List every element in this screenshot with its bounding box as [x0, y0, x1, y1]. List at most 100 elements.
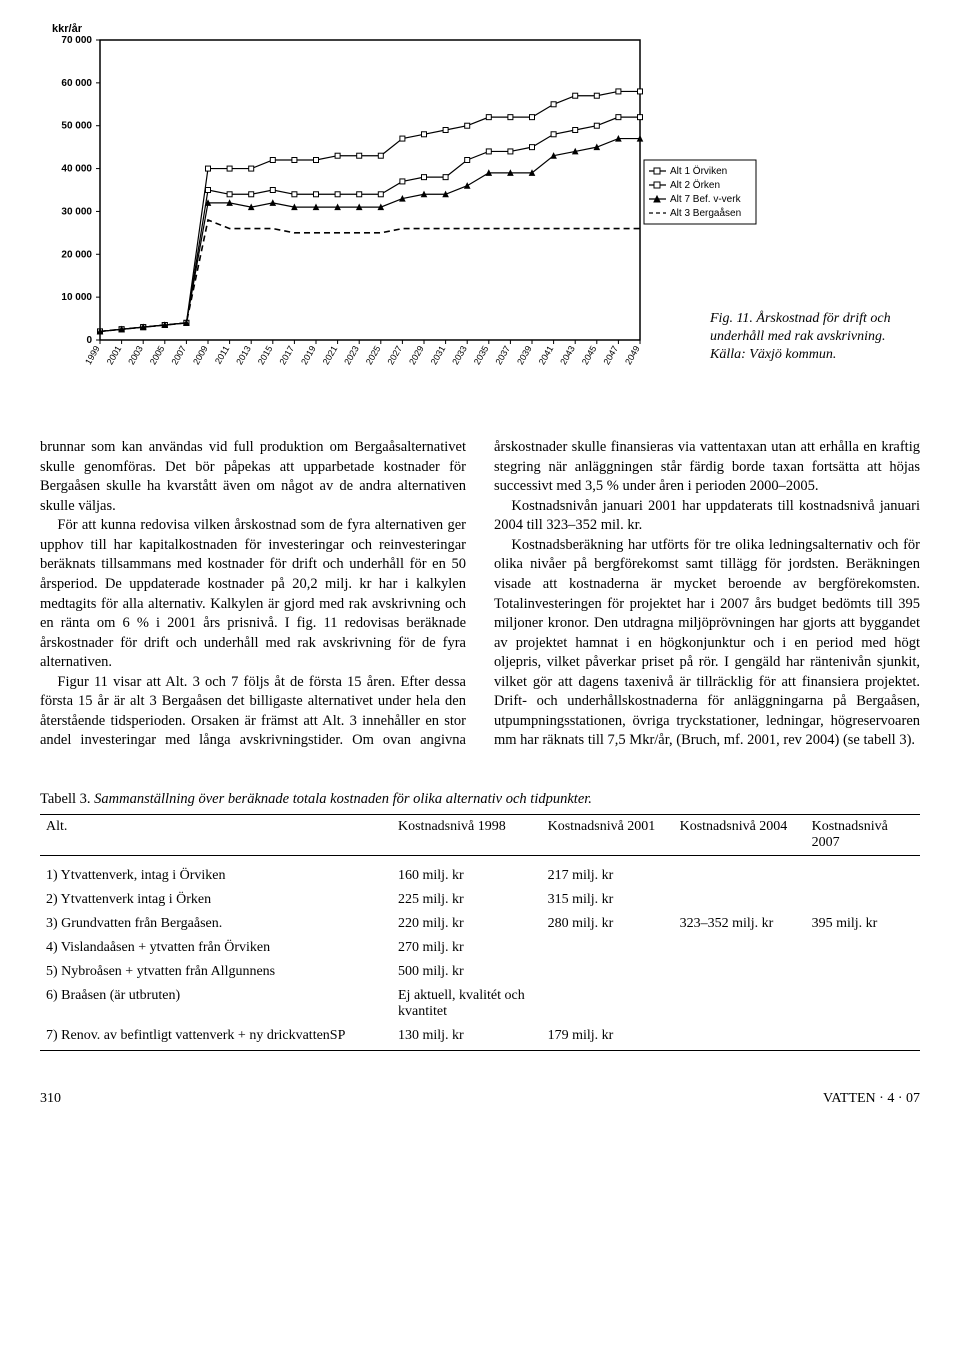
table-cell: [806, 1024, 920, 1051]
svg-text:2011: 2011: [213, 344, 231, 366]
table-cell: [806, 888, 920, 912]
svg-text:0: 0: [86, 335, 92, 346]
svg-text:10 000: 10 000: [61, 292, 92, 303]
body-text: brunnar som kan användas vid full produk…: [40, 438, 920, 751]
table-cell: 315 milj. kr: [542, 888, 674, 912]
page-footer: 310 VATTEN · 4 · 07: [40, 1091, 920, 1107]
svg-text:2005: 2005: [148, 344, 167, 366]
svg-text:Alt 3 Bergaåsen: Alt 3 Bergaåsen: [670, 207, 741, 219]
para-1: brunnar som kan användas vid full produk…: [40, 438, 466, 516]
svg-text:2029: 2029: [407, 344, 426, 366]
table-cell: 179 milj. kr: [542, 1024, 674, 1051]
table-cell: [542, 936, 674, 960]
figure-row: kkr/år 0 10 000 20 000 30 000 40 000 50 000 60 …: [40, 20, 920, 390]
svg-text:2043: 2043: [558, 344, 577, 366]
table-cell: 220 milj. kr: [392, 912, 542, 936]
table-cell: [674, 984, 806, 1024]
svg-text:50 000: 50 000: [61, 121, 92, 132]
table-cell: [806, 864, 920, 888]
para-2: För att kunna redovisa vilken årskostnad…: [40, 516, 466, 673]
journal-id: VATTEN · 4 · 07: [823, 1091, 920, 1107]
table-3: Alt.Kostnadsnivå 1998Kostnadsnivå 2001Ko…: [40, 814, 920, 1051]
svg-text:2009: 2009: [191, 344, 210, 366]
svg-text:2041: 2041: [537, 344, 556, 366]
svg-text:30 000: 30 000: [61, 206, 92, 217]
table-cell: [806, 936, 920, 960]
table-header: Kostnadsnivå 1998: [392, 815, 542, 856]
svg-text:2025: 2025: [364, 344, 383, 366]
chart-svg: kkr/år 0 10 000 20 000 30 000 40 000 50 000 60 …: [40, 20, 760, 390]
table-caption-body: Sammanställning över beräknade totala ko…: [94, 791, 592, 807]
table-cell: [542, 984, 674, 1024]
table-cell: [674, 864, 806, 888]
table-cell: 6) Braåsen (är utbruten): [40, 984, 392, 1024]
svg-text:2027: 2027: [385, 344, 404, 366]
svg-text:2035: 2035: [472, 344, 491, 366]
table-header: Kostnadsnivå 2007: [806, 815, 920, 856]
svg-text:Alt 1 Örviken: Alt 1 Örviken: [670, 165, 727, 177]
table-cell: 7) Renov. av befintligt vattenverk + ny …: [40, 1024, 392, 1051]
table-row: 1) Ytvattenverk, intag i Örviken160 milj…: [40, 864, 920, 888]
table-header: Kostnadsnivå 2001: [542, 815, 674, 856]
table-caption-prefix: Tabell 3.: [40, 791, 94, 807]
table-cell: 130 milj. kr: [392, 1024, 542, 1051]
table-cell: 160 milj. kr: [392, 864, 542, 888]
table-row: 3) Grundvatten från Bergaåsen.220 milj. …: [40, 912, 920, 936]
table-cell: 3) Grundvatten från Bergaåsen.: [40, 912, 392, 936]
svg-text:2039: 2039: [515, 344, 534, 366]
table-caption: Tabell 3. Sammanställning över beräknade…: [40, 791, 920, 808]
svg-text:kkr/år: kkr/år: [52, 23, 83, 35]
svg-text:2037: 2037: [493, 344, 512, 366]
page-number: 310: [40, 1091, 61, 1107]
table-row: 2) Ytvattenverk intag i Örken225 milj. k…: [40, 888, 920, 912]
table-cell: [806, 984, 920, 1024]
table-cell: 5) Nybroåsen + ytvatten från Allgunnens: [40, 960, 392, 984]
table-cell: [674, 888, 806, 912]
svg-text:Alt 2 Örken: Alt 2 Örken: [670, 179, 720, 191]
svg-text:40 000: 40 000: [61, 164, 92, 175]
svg-text:2023: 2023: [342, 344, 361, 366]
table-cell: 4) Vislandaåsen + ytvatten från Örviken: [40, 936, 392, 960]
svg-text:70 000: 70 000: [61, 35, 92, 46]
table-cell: 2) Ytvattenverk intag i Örken: [40, 888, 392, 912]
table-cell: Ej aktuell, kvalitét och kvantitet: [392, 984, 542, 1024]
table-cell: 280 milj. kr: [542, 912, 674, 936]
table-cell: [542, 960, 674, 984]
svg-text:2017: 2017: [277, 344, 296, 366]
para-5: Kostnadsberäkning har utförts för tre ol…: [494, 536, 920, 751]
table-cell: [674, 936, 806, 960]
table-row: 4) Vislandaåsen + ytvatten från Örviken2…: [40, 936, 920, 960]
svg-text:2047: 2047: [601, 344, 620, 366]
svg-text:2049: 2049: [623, 344, 642, 366]
table-cell: 1) Ytvattenverk, intag i Örviken: [40, 864, 392, 888]
table-cell: 500 milj. kr: [392, 960, 542, 984]
table-row: 7) Renov. av befintligt vattenverk + ny …: [40, 1024, 920, 1051]
svg-text:2019: 2019: [299, 344, 318, 366]
table-header: Kostnadsnivå 2004: [674, 815, 806, 856]
table-cell: [674, 960, 806, 984]
svg-text:2021: 2021: [321, 344, 340, 366]
svg-text:20 000: 20 000: [61, 249, 92, 260]
svg-text:2045: 2045: [580, 344, 599, 366]
table-header: Alt.: [40, 815, 392, 856]
table-row: 6) Braåsen (är utbruten)Ej aktuell, kval…: [40, 984, 920, 1024]
table-cell: 217 milj. kr: [542, 864, 674, 888]
table-cell: 323–352 milj. kr: [674, 912, 806, 936]
svg-text:2001: 2001: [105, 344, 124, 366]
svg-text:2033: 2033: [450, 344, 469, 366]
svg-text:Alt 7 Bef. v-verk: Alt 7 Bef. v-verk: [670, 194, 742, 205]
table-cell: 270 milj. kr: [392, 936, 542, 960]
svg-text:2013: 2013: [234, 344, 253, 366]
para-4: Kostnadsnivån januari 2001 har uppdatera…: [494, 497, 920, 536]
table-cell: [674, 1024, 806, 1051]
table-cell: [806, 960, 920, 984]
svg-text:2007: 2007: [169, 344, 188, 366]
svg-text:2031: 2031: [429, 344, 448, 366]
table-cell: 225 milj. kr: [392, 888, 542, 912]
table-cell: 395 milj. kr: [806, 912, 920, 936]
svg-text:2003: 2003: [126, 344, 145, 366]
svg-text:2015: 2015: [256, 344, 275, 366]
chart: kkr/år 0 10 000 20 000 30 000 40 000 50 000 60 …: [40, 20, 700, 390]
svg-text:60 000: 60 000: [61, 78, 92, 89]
svg-text:1999: 1999: [83, 344, 102, 366]
